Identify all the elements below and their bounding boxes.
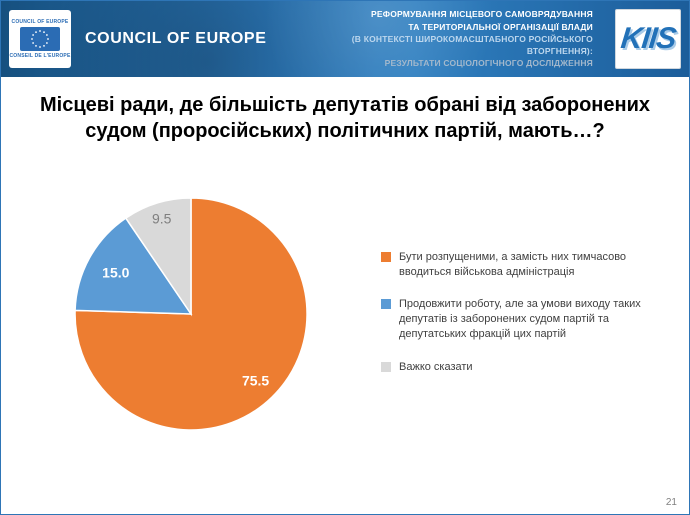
project-line: ТА ТЕРИТОРІАЛЬНОЇ ОРГАНІЗАЦІЇ ВЛАДИ <box>408 21 593 32</box>
pie-chart: 75.5 15.0 9.5 <box>29 144 369 480</box>
legend-swatch-1 <box>381 251 391 262</box>
chart-area: 75.5 15.0 9.5 Бути розпущеними, а замість … <box>1 144 689 480</box>
legend-swatch-3 <box>381 361 391 372</box>
coe-stars-emblem <box>20 27 60 51</box>
slide-title: Місцеві ради, де більшість депутатів обр… <box>40 94 650 142</box>
page-number: 21 <box>665 497 677 508</box>
legend-label-2: Продовжити роботу, але за умови виходу т… <box>399 298 641 341</box>
project-line: (В КОНТЕКСТІ ШИРОКОМАСШТАБНОГО РОСІЙСЬКО… <box>351 33 593 44</box>
kiis-logo-text: KIIS <box>619 22 677 55</box>
project-line: ВТОРГНЕННЯ): <box>526 46 593 57</box>
header-org-title: COUNCIL OF EUROPE <box>85 30 267 47</box>
pie-slice-3 <box>124 197 192 317</box>
pie-value-label-1: 75.5 <box>242 373 269 389</box>
project-line: РЕФОРМУВАННЯ МІСЦЕВОГО САМОВРЯДУВАННЯ <box>371 9 593 20</box>
chart-legend: Бути розпущеними, а замість них тимчасов… <box>369 250 665 375</box>
pie-chart-svg: 75.5 15.0 9.5 <box>74 197 308 431</box>
coe-logo-text-bottom: CONSEIL DE L'EUROPE <box>9 53 71 59</box>
legend-swatch-2 <box>381 299 391 310</box>
legend-label-1: Бути розпущеними, а замість них тимчасов… <box>399 250 627 278</box>
council-of-europe-logo: COUNCIL OF EUROPE CONSEIL DE L'EUROPE <box>9 10 71 68</box>
legend-item-3: Важко сказати <box>381 360 665 375</box>
header-project-text: РЕФОРМУВАННЯ МІСЦЕВОГО САМОВРЯДУВАННЯ ТА… <box>352 8 593 70</box>
legend-label-3: Важко сказати <box>399 360 473 373</box>
pie-value-label-3: 9.5 <box>152 211 172 227</box>
coe-logo-text-top: COUNCIL OF EUROPE <box>11 19 69 25</box>
header-banner: COUNCIL OF EUROPE CONSEIL DE L'EUROPE CO… <box>1 1 689 77</box>
legend-item-1: Бути розпущеними, а замість них тимчасов… <box>381 250 665 280</box>
legend-item-2: Продовжити роботу, але за умови виходу т… <box>381 297 665 342</box>
project-line: РЕЗУЛЬТАТИ СОЦІОЛОГІЧНОГО ДОСЛІДЖЕННЯ <box>384 58 593 69</box>
pie-slice-2 <box>74 217 193 315</box>
pie-value-label-2: 15.0 <box>102 265 129 281</box>
kiis-logo: KIIS <box>615 9 681 69</box>
